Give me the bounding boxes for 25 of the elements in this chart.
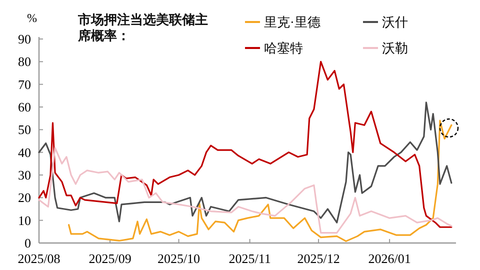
x-tick-label: 2025/12 [297,251,340,266]
legend-label: 里克·里德 [264,14,320,30]
line-series [38,60,452,228]
y-tick-label: 20 [18,190,31,206]
legend-label: 沃什 [382,14,408,30]
y-tick-label: 30 [18,168,31,182]
x-tick-label: 2025/11 [228,251,271,266]
y-tick-label: 0 [24,236,31,250]
y-tick-label: 10 [18,212,31,228]
legend-label: 哈塞特 [264,40,303,56]
y-tick-label: 80 [18,54,31,70]
y-tick-label: 40 [18,144,31,160]
line-series [38,147,452,234]
y-tick-label: 70 [18,76,31,92]
x-tick-label: 2025/09 [88,251,132,266]
y-tick-label: 60 [18,100,31,114]
y-axis-title: % [27,11,37,25]
x-tick-label: 2025/08 [18,251,60,266]
x-tick-label: 2026/01 [368,251,411,266]
x-tick-label: 2025/10 [157,251,200,266]
y-tick-label: 50 [18,122,31,138]
line-series [38,102,452,224]
chart-title: 市场押注当选美联储主席概率： [78,12,209,44]
legend-label: 沃勒 [382,40,408,56]
y-tick-label: 90 [18,32,31,46]
